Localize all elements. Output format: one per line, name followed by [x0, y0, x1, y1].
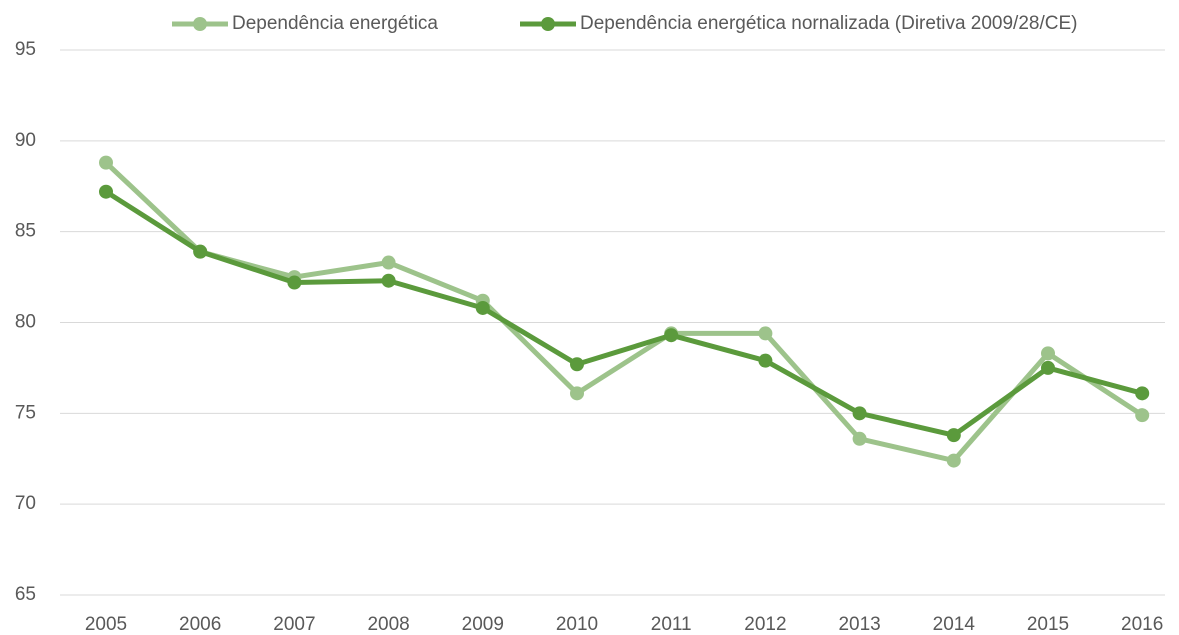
x-tick-label: 2007	[273, 614, 315, 635]
legend-marker	[541, 17, 555, 31]
data-point	[1135, 386, 1150, 401]
data-point	[381, 273, 396, 288]
legend-item: Dependência energética nornalizada (Dire…	[520, 13, 1077, 34]
data-point	[475, 300, 490, 315]
data-point	[664, 328, 679, 343]
x-tick-label: 2010	[556, 614, 598, 635]
data-point	[852, 406, 867, 421]
data-point	[99, 184, 113, 199]
data-point	[570, 386, 584, 401]
y-tick-label: 95	[15, 39, 36, 60]
legend-marker	[193, 17, 207, 31]
x-tick-label: 2005	[85, 614, 127, 635]
series-line	[104, 160, 1144, 464]
data-point	[287, 275, 302, 290]
data-point	[193, 244, 208, 259]
x-tick-label: 2009	[462, 614, 504, 635]
y-tick-label: 65	[15, 584, 36, 605]
data-point	[381, 255, 396, 270]
x-tick-label: 2008	[367, 614, 409, 635]
y-tick-label: 90	[15, 130, 36, 151]
y-tick-label: 85	[15, 221, 36, 242]
data-point	[1135, 408, 1150, 423]
legend-label: Dependência energética	[232, 13, 438, 34]
y-tick-label: 70	[15, 493, 36, 514]
data-point	[946, 453, 961, 468]
data-point	[570, 357, 584, 372]
y-tick-label: 75	[15, 402, 36, 423]
x-tick-label: 2015	[1027, 614, 1069, 635]
x-tick-label: 2012	[744, 614, 786, 635]
x-tick-label: 2016	[1121, 614, 1163, 635]
series-line	[104, 189, 1143, 438]
data-point	[946, 428, 961, 443]
data-point	[99, 155, 113, 170]
x-tick-label: 2014	[933, 614, 976, 635]
data-point	[758, 353, 773, 368]
x-tick-label: 2013	[838, 614, 880, 635]
legend-item: Dependência energética	[172, 13, 438, 34]
data-point	[1041, 346, 1055, 361]
data-point	[852, 431, 867, 446]
data-point	[758, 326, 773, 341]
legend-label: Dependência energética nornalizada (Dire…	[580, 13, 1077, 34]
x-tick-label: 2006	[179, 614, 221, 635]
data-point	[1041, 360, 1055, 375]
y-tick-label: 80	[15, 312, 36, 333]
x-tick-label: 2011	[651, 614, 692, 635]
